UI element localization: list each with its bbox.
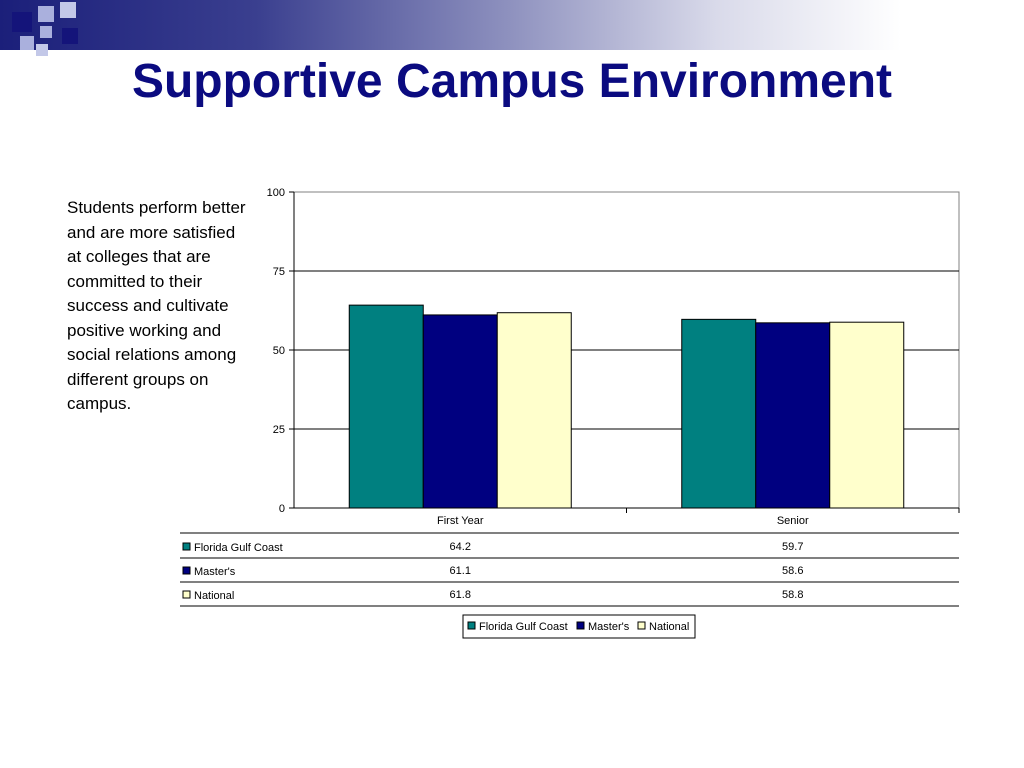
decor-square-light-3 bbox=[20, 36, 34, 50]
table-series-label: Florida Gulf Coast bbox=[194, 542, 283, 554]
header-gradient-band bbox=[0, 0, 1024, 50]
legend-key bbox=[637, 621, 646, 630]
legend-label: National bbox=[649, 621, 689, 633]
description-text: Students perform better and are more sat… bbox=[67, 198, 246, 413]
bar bbox=[681, 318, 757, 509]
bar bbox=[755, 322, 831, 509]
legend-label: Florida Gulf Coast bbox=[479, 621, 568, 633]
bar bbox=[348, 304, 424, 509]
x-tick-label: First Year bbox=[437, 515, 484, 527]
bar bbox=[829, 321, 905, 509]
table-value: 61.1 bbox=[450, 565, 471, 577]
y-tick-label: 100 bbox=[267, 187, 285, 199]
legend-key bbox=[576, 621, 585, 630]
decor-square-light-1 bbox=[38, 6, 54, 22]
table-series-label: Master's bbox=[194, 566, 236, 578]
y-tick-label: 75 bbox=[273, 266, 285, 278]
y-tick-label: 50 bbox=[273, 345, 285, 357]
table-series-label: National bbox=[194, 590, 234, 602]
table-legend-key bbox=[182, 566, 191, 575]
table-legend-key bbox=[182, 590, 191, 599]
table-value: 58.6 bbox=[782, 565, 803, 577]
table-value: 59.7 bbox=[782, 541, 803, 553]
table-value: 64.2 bbox=[450, 541, 471, 553]
bar bbox=[496, 312, 572, 509]
bar bbox=[422, 314, 498, 509]
decor-square-dark-2 bbox=[62, 28, 78, 44]
legend-key bbox=[467, 621, 476, 630]
table-value: 61.8 bbox=[450, 589, 471, 601]
slide-title: Supportive Campus Environment bbox=[131, 55, 893, 108]
y-tick-label: 25 bbox=[273, 424, 285, 436]
y-tick-label: 0 bbox=[279, 503, 285, 515]
table-value: 58.8 bbox=[782, 589, 803, 601]
legend-label: Master's bbox=[588, 621, 630, 633]
table-legend-key bbox=[182, 542, 191, 551]
x-tick-label: Senior bbox=[777, 515, 809, 527]
decor-square-light-4 bbox=[36, 44, 48, 56]
decor-square-light-5 bbox=[40, 26, 52, 38]
decor-square-light-2 bbox=[60, 2, 76, 18]
decor-square-dark-1 bbox=[12, 12, 32, 32]
